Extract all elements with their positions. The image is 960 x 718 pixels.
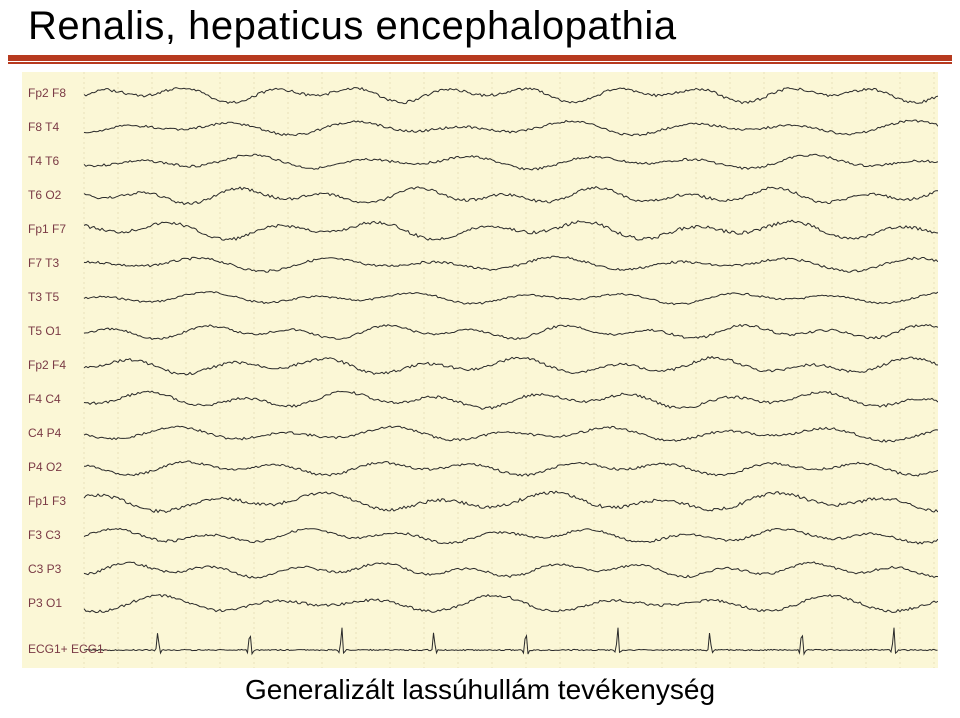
channel-label: Fp2 F8	[28, 86, 66, 100]
channel-label: F3 C3	[28, 528, 61, 542]
channel-label: Fp1 F3	[28, 494, 66, 508]
caption: Generalizált lassúhullám tevékenység	[0, 668, 960, 706]
slide-root: Renalis, hepaticus encephalopathia Fp2 F…	[0, 0, 960, 718]
channel-label: T3 T5	[28, 290, 59, 304]
channel-label: P4 O2	[28, 460, 62, 474]
channel-label: Fp1 F7	[28, 222, 66, 236]
channel-label: P3 O1	[28, 596, 62, 610]
channel-label: T6 O2	[28, 188, 61, 202]
channel-label: C3 P3	[28, 562, 61, 576]
channel-label: F7 T3	[28, 256, 59, 270]
channel-label: T5 O1	[28, 324, 61, 338]
page-title: Renalis, hepaticus encephalopathia	[0, 0, 960, 55]
channel-label: F4 C4	[28, 392, 61, 406]
channel-label-ecg: ECG1+ ECG1-	[28, 642, 108, 656]
channel-label: F8 T4	[28, 120, 59, 134]
title-rule-thin	[8, 62, 952, 64]
title-rule-thick	[8, 55, 952, 61]
eeg-panel: Fp2 F8 F8 T4 T4 T6 T6 O2 Fp1 F7 F7 T3 T3 T5 T5 …	[22, 72, 938, 668]
eeg-svg	[22, 72, 938, 668]
channel-label: T4 T6	[28, 154, 59, 168]
channel-label: C4 P4	[28, 426, 61, 440]
channel-label: Fp2 F4	[28, 358, 66, 372]
